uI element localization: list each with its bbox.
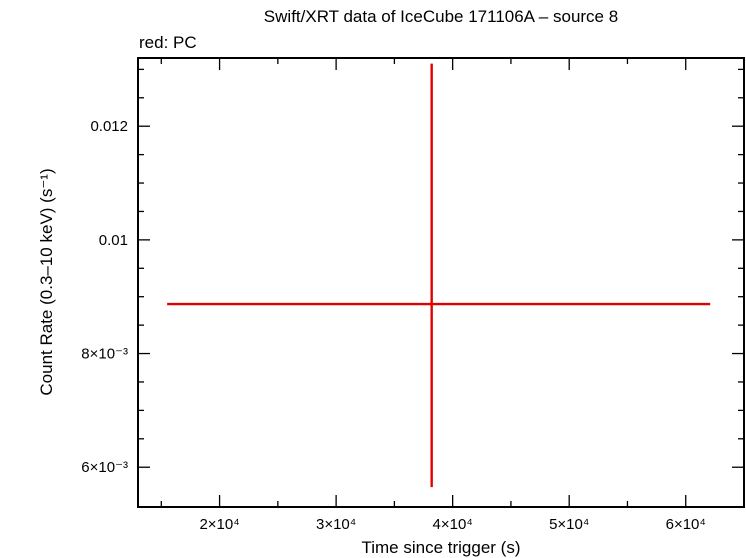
data-series — [167, 63, 711, 488]
x-tick-label: 2×10⁴ — [199, 516, 239, 533]
y-tick-label: 6×10⁻³ — [81, 459, 128, 476]
chart-title: Swift/XRT data of IceCube 171106A – sour… — [263, 7, 619, 26]
y-tick-label: 8×10⁻³ — [81, 346, 128, 363]
y-tick-label: 0.01 — [99, 232, 128, 249]
x-tick-label: 3×10⁴ — [316, 516, 356, 533]
x-tick-label: 5×10⁴ — [549, 516, 589, 533]
x-tick-label: 6×10⁴ — [666, 516, 706, 533]
y-axis-label: Count Rate (0.3–10 keV) (s⁻¹) — [37, 168, 56, 395]
x-axis-label: Time since trigger (s) — [361, 538, 520, 557]
x-tick-label: 4×10⁴ — [433, 516, 473, 533]
axis-ticks — [138, 58, 745, 507]
chart-subtitle: red: PC — [139, 33, 197, 52]
axis-tick-labels: 2×10⁴ 3×10⁴ 4×10⁴ 5×10⁴ 6×10⁴ 6×10⁻³ 8×10⁻³ 0.0… — [81, 118, 706, 533]
y-tick-label: 0.012 — [90, 118, 128, 135]
plot-frame — [137, 57, 745, 508]
